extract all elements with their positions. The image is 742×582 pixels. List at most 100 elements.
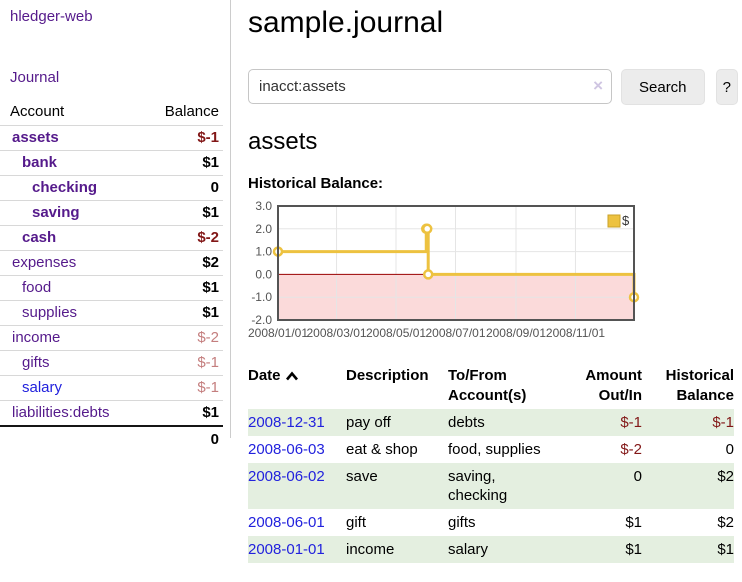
account-balance: $-1 <box>141 375 223 401</box>
account-balance: $-2 <box>141 225 223 251</box>
chart-x-tick-label: 2008/05/01 <box>366 326 426 340</box>
chart-border <box>277 205 635 321</box>
chart-y-tick-label: 3.0 <box>255 201 272 213</box>
account-balance: $2 <box>141 250 223 276</box>
clear-search-icon[interactable]: × <box>593 76 603 95</box>
transaction-row: 2008-06-01 gift gifts $1 $2 <box>248 509 734 536</box>
search-bar: × Search ? <box>248 69 738 105</box>
transaction-accounts: saving, checking <box>448 468 508 504</box>
account-link[interactable]: salary <box>22 379 63 396</box>
account-link[interactable]: saving <box>32 204 80 221</box>
account-balance: $1 <box>141 300 223 326</box>
account-row: income $-2 <box>0 325 223 351</box>
account-link[interactable]: liabilities:debts <box>12 404 110 421</box>
account-balance: $1 <box>141 150 223 176</box>
app-title-link[interactable]: hledger-web <box>10 8 93 25</box>
chart-data-marker <box>422 269 434 280</box>
account-link[interactable]: income <box>12 329 61 346</box>
transaction-amount: $-1 <box>620 414 642 431</box>
column-header-amount: Amount Out/In <box>585 367 642 404</box>
accounts-header-account: Account <box>0 99 141 126</box>
chart-legend-label: $ <box>622 213 630 228</box>
account-row: salary $-1 <box>0 375 223 401</box>
transaction-date-link[interactable]: 2008-06-01 <box>248 514 325 531</box>
sidebar-accounts-body: assets $-1 bank $1 checking 0 saving $1 cash $-2 e… <box>0 125 223 452</box>
transaction-accounts: debts <box>448 414 485 431</box>
register-body: 2008-12-31 pay off debts $-1 $-1 2008-06-03 ea… <box>248 409 734 563</box>
chart-x-tick-label: 2008/01/01 <box>248 326 308 340</box>
chart-title: Historical Balance: <box>248 175 384 192</box>
account-link[interactable]: assets <box>12 129 59 146</box>
transaction-date-link[interactable]: 2008-01-01 <box>248 541 325 558</box>
account-row: food $1 <box>0 275 223 301</box>
transaction-accounts: salary <box>448 541 489 558</box>
account-link[interactable]: bank <box>22 154 58 171</box>
chart-y-tick-label: 1.0 <box>255 245 272 259</box>
chart-x-tick-label: 2008/03/01 <box>306 326 366 340</box>
search-button[interactable]: Search <box>621 69 705 105</box>
account-balance: $-1 <box>141 125 223 151</box>
account-link[interactable]: food <box>22 279 52 296</box>
transaction-row: 2008-01-01 income salary $1 $1 <box>248 536 734 563</box>
accounts-header-row: Account Balance <box>0 99 223 126</box>
column-header-date[interactable]: Date <box>248 363 346 409</box>
account-link[interactable]: cash <box>22 229 57 246</box>
help-button[interactable]: ? <box>715 69 738 105</box>
account-balance: $1 <box>141 200 223 226</box>
account-heading: assets <box>248 128 318 155</box>
accounts-header-balance: Balance <box>141 99 223 126</box>
account-row: gifts $-1 <box>0 350 223 376</box>
transaction-balance: 0 <box>725 441 734 458</box>
transaction-row: 2008-12-31 pay off debts $-1 $-1 <box>248 409 734 436</box>
transaction-description: gift <box>346 514 367 531</box>
column-header-description: Description <box>346 367 429 384</box>
account-row: liabilities:debts $1 <box>0 401 223 427</box>
transaction-description: save <box>346 468 378 485</box>
account-row: supplies $1 <box>0 300 223 326</box>
transaction-date-link[interactable]: 2008-06-02 <box>248 468 325 485</box>
chart-legend-swatch <box>607 214 621 228</box>
account-link[interactable]: checking <box>32 179 98 196</box>
register-table: Date Description To/From Account(s) Amoun… <box>248 363 734 563</box>
account-balance: 0 <box>141 175 223 201</box>
transaction-date-link[interactable]: 2008-06-03 <box>248 441 325 458</box>
journal-nav-link[interactable]: Journal <box>10 69 60 86</box>
transaction-row: 2008-06-02 save saving, checking 0 $2 <box>248 463 734 509</box>
search-input[interactable] <box>248 69 612 104</box>
account-row: saving $1 <box>0 200 223 226</box>
transaction-description: income <box>346 541 395 558</box>
sort-ascending-icon <box>285 371 298 381</box>
account-row: checking 0 <box>0 175 223 201</box>
account-balance: $-1 <box>141 350 223 376</box>
accounts-total-balance: 0 <box>141 425 223 452</box>
account-link[interactable]: expenses <box>12 254 77 271</box>
transaction-description: pay off <box>346 414 391 431</box>
column-header-balance: Historical Balance <box>665 367 734 404</box>
account-balance: $-2 <box>141 325 223 351</box>
accounts-table: Account Balance assets $-1 bank $1 checking 0… <box>0 99 223 452</box>
transaction-amount: 0 <box>633 468 642 485</box>
transaction-date-link[interactable]: 2008-12-31 <box>248 414 325 431</box>
sidebar: hledger-web Journal Account Balance asse… <box>0 0 231 452</box>
transaction-description: eat & shop <box>346 441 418 458</box>
accounts-total-row: 0 <box>0 425 223 452</box>
transaction-amount: $1 <box>625 541 642 558</box>
chart-y-tick-label: -2.0 <box>251 313 272 327</box>
account-balance: $1 <box>202 404 219 421</box>
column-header-accounts: To/From Account(s) <box>448 367 527 404</box>
main-content: sample.journal × Search ? assets Histori… <box>248 0 738 563</box>
chart-x-tick-label: 2008/09/01 <box>486 326 546 340</box>
account-link[interactable]: gifts <box>22 354 50 371</box>
chart-y-tick-label: 2.0 <box>255 222 272 236</box>
transaction-accounts: gifts <box>448 514 476 531</box>
balance-chart: $2008/01/01 2008/03/01 2008/05/01 2008/07/0… <box>248 199 738 350</box>
account-row: expenses $2 <box>0 250 223 276</box>
transaction-balance: $2 <box>717 468 734 485</box>
chart-x-tick-label: 2008/11/01 <box>546 326 605 340</box>
transaction-balance: $2 <box>717 514 734 531</box>
account-balance: $1 <box>141 275 223 301</box>
page-title: sample.journal <box>248 6 444 39</box>
account-link[interactable]: supplies <box>22 304 78 321</box>
chart-y-tick-label: 0.0 <box>255 267 272 281</box>
